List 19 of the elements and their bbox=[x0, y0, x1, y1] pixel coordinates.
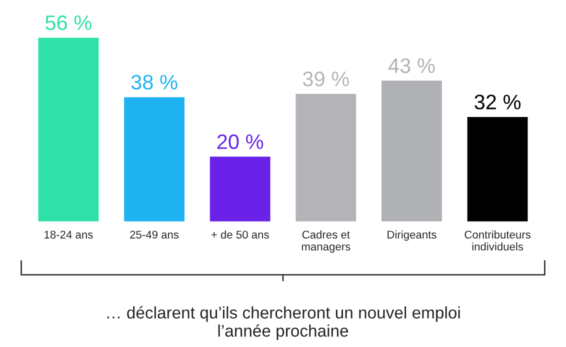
data-label: 56 % bbox=[46, 15, 92, 30]
data-label: 38 % bbox=[131, 74, 178, 90]
bar bbox=[466, 116, 530, 222]
x-tick-label: Contributeurs individuels bbox=[464, 230, 530, 251]
x-tick-label: 25-49 ans bbox=[130, 230, 179, 239]
data-label: 39 % bbox=[302, 72, 349, 86]
bar bbox=[122, 96, 186, 222]
bar bbox=[380, 79, 444, 222]
x-tick-label: + de 50 ans bbox=[211, 230, 269, 239]
x-tick-label: Dirigeants bbox=[388, 230, 436, 241]
bar bbox=[294, 92, 358, 222]
x-tick-label: 18-24 ans bbox=[44, 230, 93, 239]
bar bbox=[208, 155, 272, 222]
text: … déclarent qu’ils chercheront un nouvel emploi l’année prochaine bbox=[107, 306, 460, 340]
x-tick-label: Cadres et managers bbox=[302, 230, 350, 253]
data-label: 32 % bbox=[474, 94, 521, 110]
data-label: 43 % bbox=[388, 58, 435, 74]
bar bbox=[36, 36, 100, 222]
data-label: 20 % bbox=[217, 134, 264, 150]
